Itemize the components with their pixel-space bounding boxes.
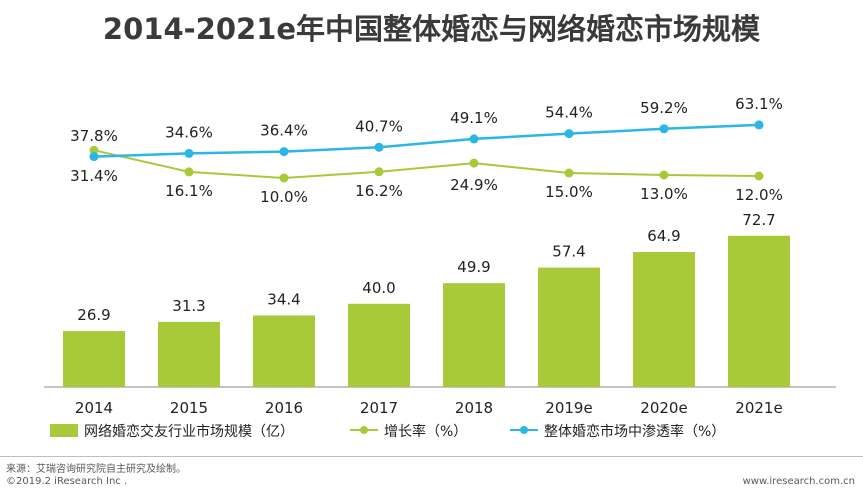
growth-label-2016: 10.0%	[260, 188, 308, 206]
legend: 网络婚恋交友行业市场规模（亿） 增长率（%） 整体婚恋市场中渗透率（%）	[50, 423, 725, 440]
bar-label-2018: 49.9	[457, 258, 490, 276]
pen-point-2017	[374, 142, 384, 152]
growth-rate-series: 37.8% 16.1% 10.0% 16.2% 24.9% 15.0% 13.0% 12.0%	[70, 127, 783, 206]
growth-point-2015	[184, 167, 194, 177]
pen-point-2019e	[564, 129, 574, 139]
bar-label-2021e: 72.7	[742, 211, 775, 229]
pen-label-2016: 36.4%	[260, 122, 308, 140]
x-tick-2019e: 2019e	[545, 399, 592, 417]
legend-marker-penetration	[520, 426, 528, 434]
legend-label-penetration: 整体婚恋市场中渗透率（%）	[544, 423, 725, 440]
growth-label-2020e: 13.0%	[640, 185, 688, 203]
growth-point-2017	[374, 167, 384, 177]
pen-label-2017: 40.7%	[355, 117, 403, 135]
bar-2016	[253, 315, 315, 387]
x-tick-2021e: 2021e	[735, 399, 782, 417]
growth-point-2019e	[564, 168, 574, 178]
x-tick-2016: 2016	[265, 399, 303, 417]
bar-label-2016: 34.4	[267, 290, 300, 308]
pen-label-2014: 31.4%	[70, 167, 118, 185]
x-tick-2015: 2015	[170, 399, 208, 417]
bar-label-2015: 31.3	[172, 297, 205, 315]
growth-point-2018	[469, 158, 479, 168]
bar-label-2017: 40.0	[362, 279, 395, 297]
pen-point-2018	[469, 134, 479, 144]
bar-series: 26.9 31.3 34.4 40.0 49.9 57.4 64.9 72.7	[63, 211, 790, 387]
bar-2014	[63, 331, 125, 387]
x-tick-labels: 2014 2015 2016 2017 2018 2019e 2020e 2021e	[75, 399, 783, 417]
copyright: ©2019.2 iResearch Inc .	[6, 476, 128, 487]
bar-2015	[158, 321, 220, 387]
legend-label-market-size: 网络婚恋交友行业市场规模（亿）	[84, 423, 294, 440]
x-tick-2018: 2018	[455, 399, 493, 417]
bar-2019e	[538, 267, 600, 387]
chart-canvas: 26.9 31.3 34.4 40.0 49.9 57.4 64.9 72.7 37.8% 16…	[44, 95, 836, 440]
legend-label-growth: 增长率（%）	[384, 423, 467, 440]
pen-point-2020e	[659, 124, 669, 134]
growth-point-2021e	[754, 171, 764, 181]
bar-2018	[443, 283, 505, 387]
x-tick-2020e: 2020e	[640, 399, 687, 417]
growth-label-2014: 37.8%	[70, 127, 118, 145]
growth-label-2018: 24.9%	[450, 176, 498, 194]
x-tick-2014: 2014	[75, 399, 113, 417]
pen-point-2015	[184, 148, 194, 158]
footer-divider	[0, 456, 863, 457]
growth-label-2019e: 15.0%	[545, 183, 593, 201]
pen-label-2019e: 54.4%	[545, 104, 593, 122]
legend-marker-growth	[360, 426, 368, 434]
bar-2020e	[633, 252, 695, 387]
bar-label-2014: 26.9	[77, 306, 110, 324]
pen-label-2018: 49.1%	[450, 109, 498, 127]
growth-label-2021e: 12.0%	[735, 186, 783, 204]
growth-point-2016	[279, 173, 289, 183]
x-tick-2017: 2017	[360, 399, 398, 417]
bar-label-2020e: 64.9	[647, 227, 680, 245]
legend-swatch-market-size	[50, 424, 78, 437]
bar-2017	[348, 303, 410, 387]
pen-line	[93, 123, 760, 158]
pen-label-2021e: 63.1%	[735, 95, 783, 113]
growth-line	[93, 149, 760, 180]
source-note: 来源：艾瑞咨询研究院自主研究及绘制。	[6, 464, 186, 475]
pen-label-2015: 34.6%	[165, 123, 213, 141]
website-link[interactable]: www.iresearch.com.cn	[742, 476, 855, 487]
pen-point-2016	[279, 147, 289, 157]
growth-point-2020e	[659, 170, 669, 180]
pen-point-2021e	[754, 120, 764, 130]
bar-label-2019e: 57.4	[552, 243, 585, 261]
bar-2021e	[728, 235, 790, 387]
penetration-series: 31.4% 34.6% 36.4% 40.7% 49.1% 54.4% 59.2% 63.1%	[70, 95, 783, 185]
pen-label-2020e: 59.2%	[640, 99, 688, 117]
pen-point-2014	[89, 152, 99, 162]
growth-label-2017: 16.2%	[355, 182, 403, 200]
growth-point-2014	[89, 145, 99, 155]
chart-title: 2014-2021e年中国整体婚恋与网络婚恋市场规模	[102, 12, 761, 46]
growth-label-2015: 16.1%	[165, 182, 213, 200]
